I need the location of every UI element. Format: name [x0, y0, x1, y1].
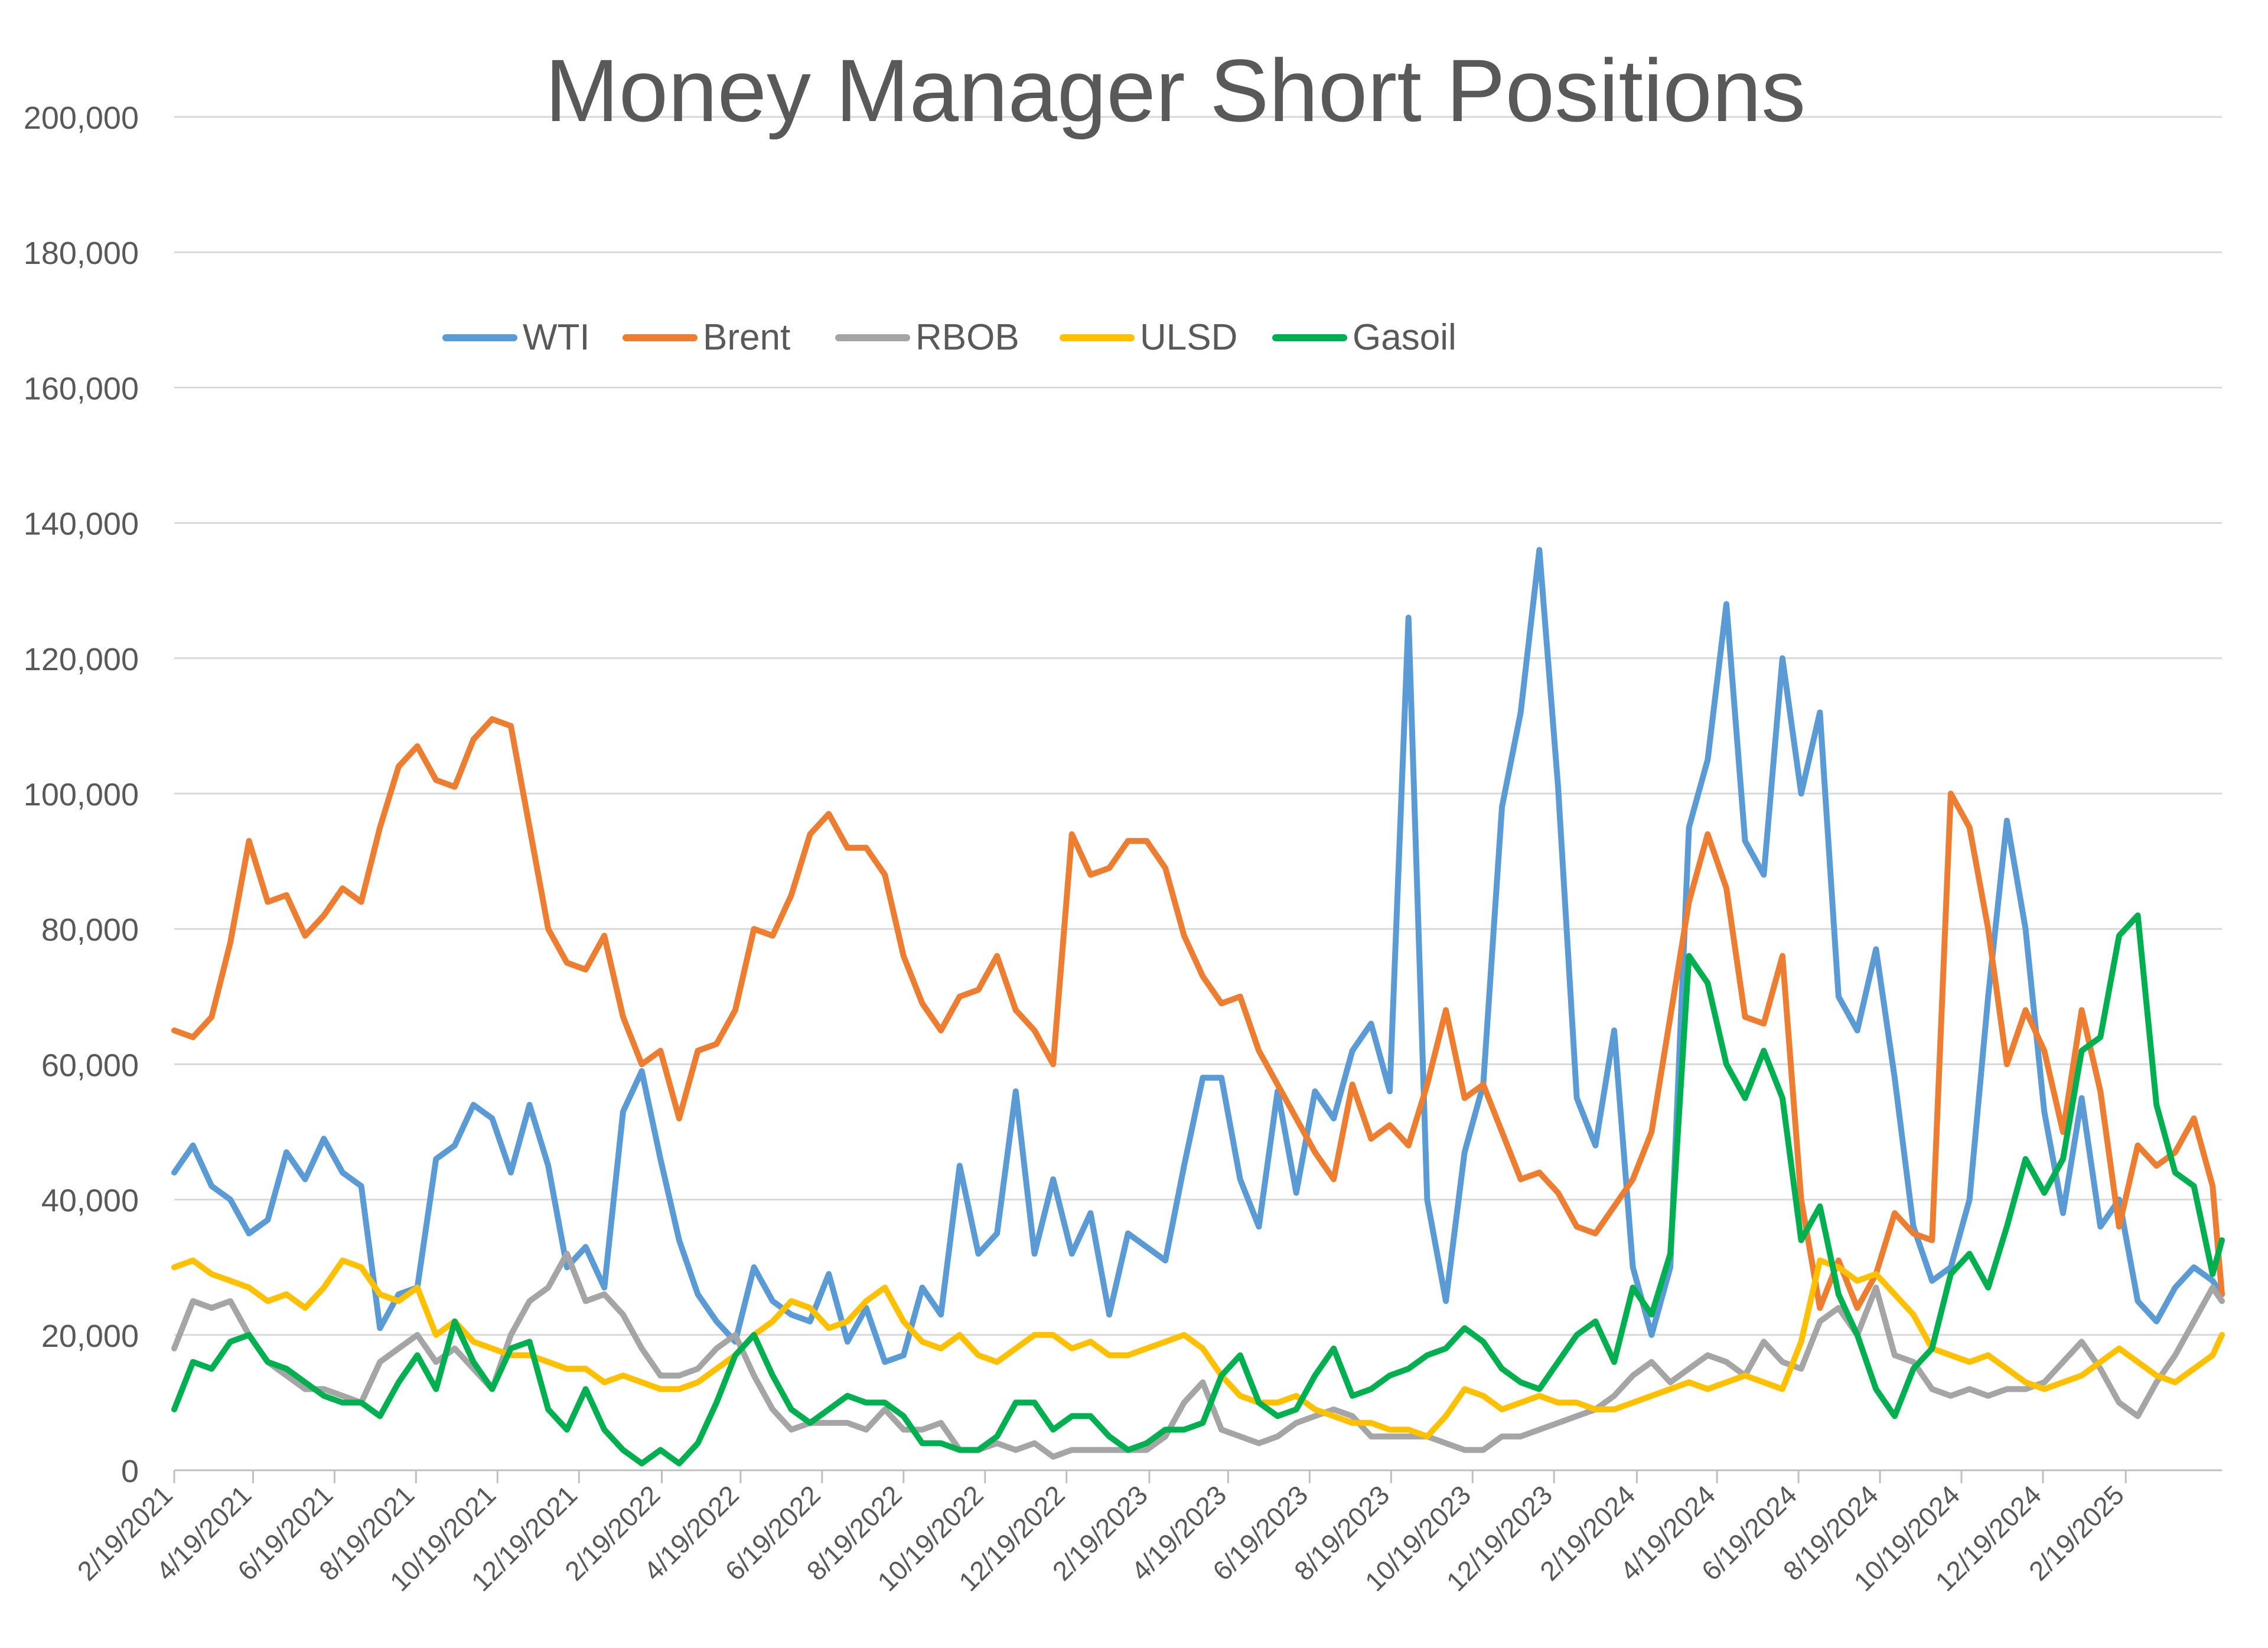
series-line-ulsd	[171, 1257, 2225, 1440]
y-tick-label: 100,000	[24, 777, 139, 812]
y-tick-label: 20,000	[41, 1319, 139, 1354]
legend-label: RBOB	[915, 317, 1019, 358]
legend-item-rbob: RBOB	[835, 317, 1019, 358]
y-tick-label: 60,000	[41, 1047, 139, 1083]
y-tick-label: 160,000	[24, 371, 139, 406]
y-tick-label: 120,000	[24, 642, 139, 677]
series-line-gasoil	[171, 912, 2225, 1467]
y-tick-label: 80,000	[41, 912, 139, 948]
legend-item-gasoil: Gasoil	[1272, 317, 1456, 358]
y-axis-ticks: 0 20,000 40,000 60,000 80,000 100,000 120,000 1…	[24, 100, 139, 1489]
y-tick-label: 40,000	[41, 1183, 139, 1219]
grid	[174, 116, 2222, 1336]
legend-label: Gasoil	[1353, 317, 1456, 358]
series-line-rbob	[171, 1251, 2225, 1460]
series-line-brent	[171, 716, 2225, 1311]
legend-item-wti: WTI	[442, 317, 590, 358]
legend-label: ULSD	[1140, 317, 1237, 358]
y-tick-label: 180,000	[24, 236, 139, 271]
chart-title: Money Manager Short Positions	[545, 41, 1806, 140]
y-tick-label: 200,000	[24, 100, 139, 136]
y-tick-label: 140,000	[24, 507, 139, 542]
legend-item-ulsd: ULSD	[1060, 317, 1237, 358]
legend-label: Brent	[703, 317, 790, 358]
series-layer	[171, 547, 2225, 1467]
legend: WTI Brent RBOB ULSD Gasoil	[442, 317, 1456, 358]
legend-item-brent: Brent	[623, 317, 790, 358]
legend-label: WTI	[523, 317, 590, 358]
y-tick-label: 0	[121, 1454, 139, 1489]
series-line-wti	[171, 547, 2225, 1365]
